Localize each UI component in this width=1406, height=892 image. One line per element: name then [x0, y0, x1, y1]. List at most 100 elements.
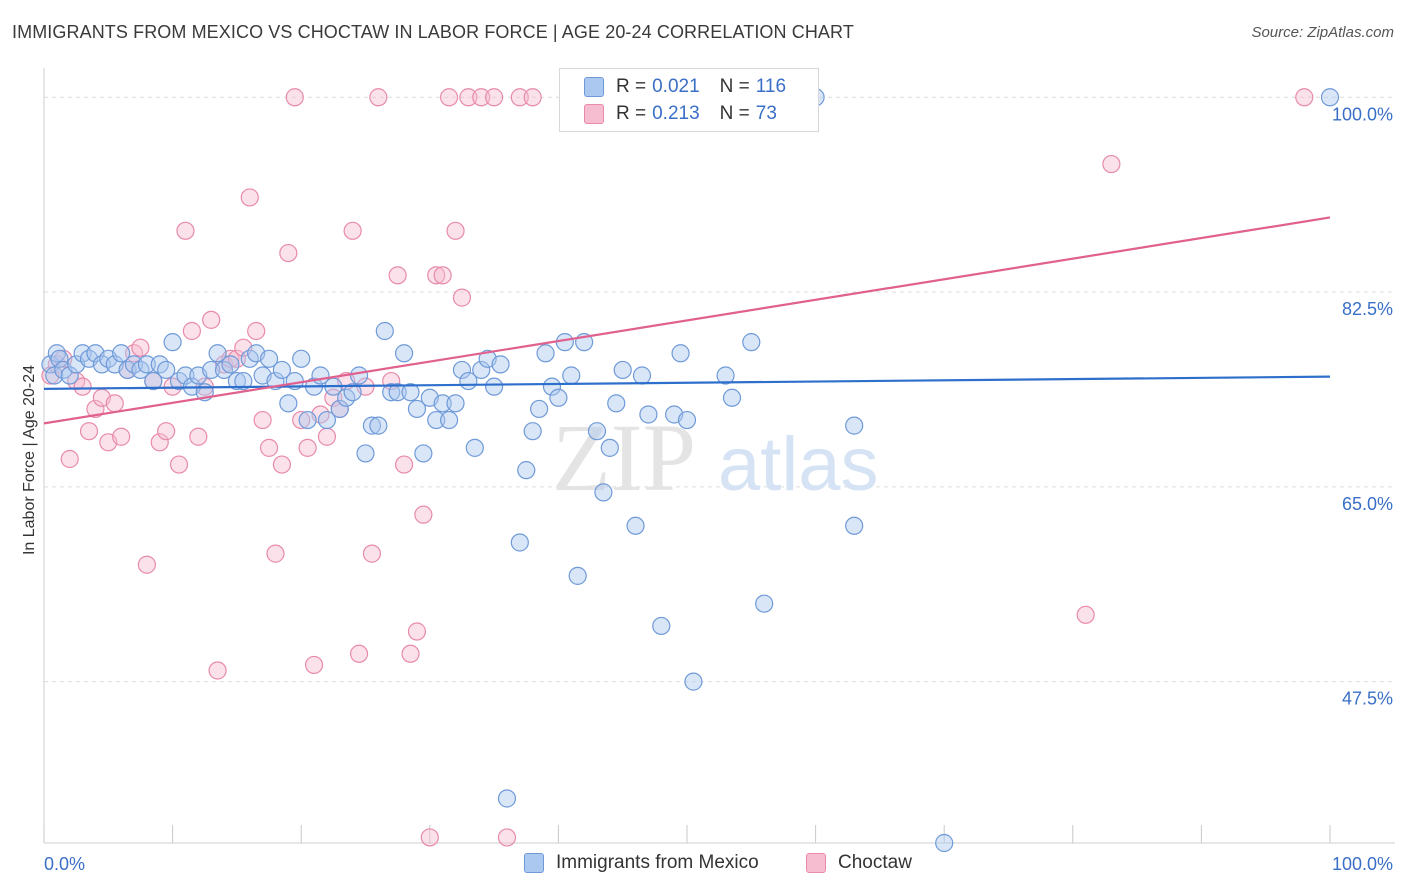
data-point [568, 566, 587, 585]
data-point [632, 366, 652, 385]
data-point [523, 88, 542, 107]
legend-swatch-choctaw [584, 104, 604, 124]
data-point [137, 355, 156, 374]
data-point [279, 243, 298, 263]
data-point [304, 655, 324, 675]
y-tick-labels: 47.5% 65.0% 82.5% 100.0% [1332, 104, 1393, 708]
data-point [420, 828, 439, 847]
data-point [157, 360, 176, 380]
data-point [131, 338, 150, 357]
legend-row-choctaw: R = 0.213 N = 73 [584, 101, 777, 127]
data-point [626, 516, 645, 535]
data-point [485, 377, 504, 396]
r-value-mexico: 0.021 [652, 76, 700, 97]
data-point [343, 383, 362, 402]
data-point [86, 399, 105, 419]
y-tick-label: 100.0% [1332, 104, 1393, 124]
data-point [446, 221, 465, 240]
source-label: Source: ZipAtlas.com [1251, 24, 1394, 41]
data-point [388, 266, 407, 285]
n-label: N = [719, 76, 750, 97]
chart-title: IMMIGRANTS FROM MEXICO VS CHOCTAW IN LAB… [12, 22, 854, 42]
data-point [259, 349, 279, 368]
data-point [452, 360, 472, 380]
data-point [60, 366, 79, 385]
y-axis-label: In Labor Force | Age 20-24 [21, 364, 38, 556]
data-point [1076, 605, 1095, 624]
data-point [677, 410, 697, 430]
watermark-zip: ZIP [552, 404, 696, 511]
data-point [755, 594, 774, 613]
data-point [388, 383, 407, 402]
data-point [510, 533, 529, 552]
data-point [272, 360, 292, 380]
data-point [240, 188, 259, 207]
data-point [439, 410, 459, 430]
data-point [491, 355, 510, 374]
legend-label-choctaw: Choctaw [838, 852, 912, 873]
data-point [1320, 88, 1340, 107]
data-point [356, 444, 375, 463]
data-point [427, 410, 446, 430]
x-tick-label: 100.0% [1332, 854, 1393, 874]
data-point [510, 88, 529, 107]
trend-lines [43, 216, 1331, 425]
data-point [208, 344, 227, 363]
data-point [407, 399, 427, 419]
n-value-choctaw: 73 [755, 103, 777, 124]
data-point [613, 360, 632, 380]
data-point [105, 394, 124, 413]
data-point [266, 544, 285, 563]
legend-swatch-mexico [524, 853, 544, 873]
data-point [684, 672, 703, 691]
data-point [555, 333, 574, 352]
data-point [317, 427, 337, 446]
data-point [549, 388, 568, 407]
x-tick-label: 0.0% [44, 854, 85, 874]
data-point [722, 388, 742, 407]
x-tick-labels: 0.0% 100.0% [44, 854, 1393, 874]
data-point [394, 455, 414, 474]
data-point [446, 394, 465, 413]
data-point [1102, 154, 1121, 174]
data-point [176, 221, 195, 240]
data-point [542, 377, 562, 396]
y-tick-label: 82.5% [1342, 299, 1393, 319]
y-tick-label: 47.5% [1342, 689, 1393, 709]
data-point [472, 88, 491, 107]
axes [43, 68, 1395, 844]
data-point [112, 427, 131, 446]
data-point [671, 344, 690, 363]
data-point [433, 394, 452, 413]
data-point [112, 344, 131, 363]
data-point [401, 644, 420, 663]
legend-item-mexico[interactable]: Immigrants from Mexico [524, 852, 759, 874]
data-point [433, 266, 452, 285]
data-point [221, 355, 240, 374]
data-point [427, 266, 446, 285]
legend-item-choctaw[interactable]: Choctaw [806, 852, 912, 874]
data-point [536, 344, 555, 363]
data-point [517, 461, 536, 480]
n-label: N = [719, 103, 750, 124]
data-point [375, 321, 394, 341]
data-point [845, 516, 864, 535]
data-point [349, 366, 369, 385]
data-point [607, 394, 626, 413]
data-point [234, 371, 253, 391]
r-label: R = [616, 103, 647, 124]
data-point [157, 422, 176, 441]
data-point [253, 410, 272, 430]
data-point [562, 366, 581, 385]
r-label: R = [616, 76, 647, 97]
data-point [182, 321, 201, 341]
data-point [414, 444, 433, 463]
data-point [272, 455, 292, 474]
data-point [176, 366, 195, 385]
data-point [530, 399, 549, 419]
data-point [317, 410, 337, 430]
legend-label-mexico: Immigrants from Mexico [556, 852, 759, 873]
data-point [485, 88, 504, 107]
series-legend: Immigrants from Mexico Choctaw [0, 852, 1406, 878]
